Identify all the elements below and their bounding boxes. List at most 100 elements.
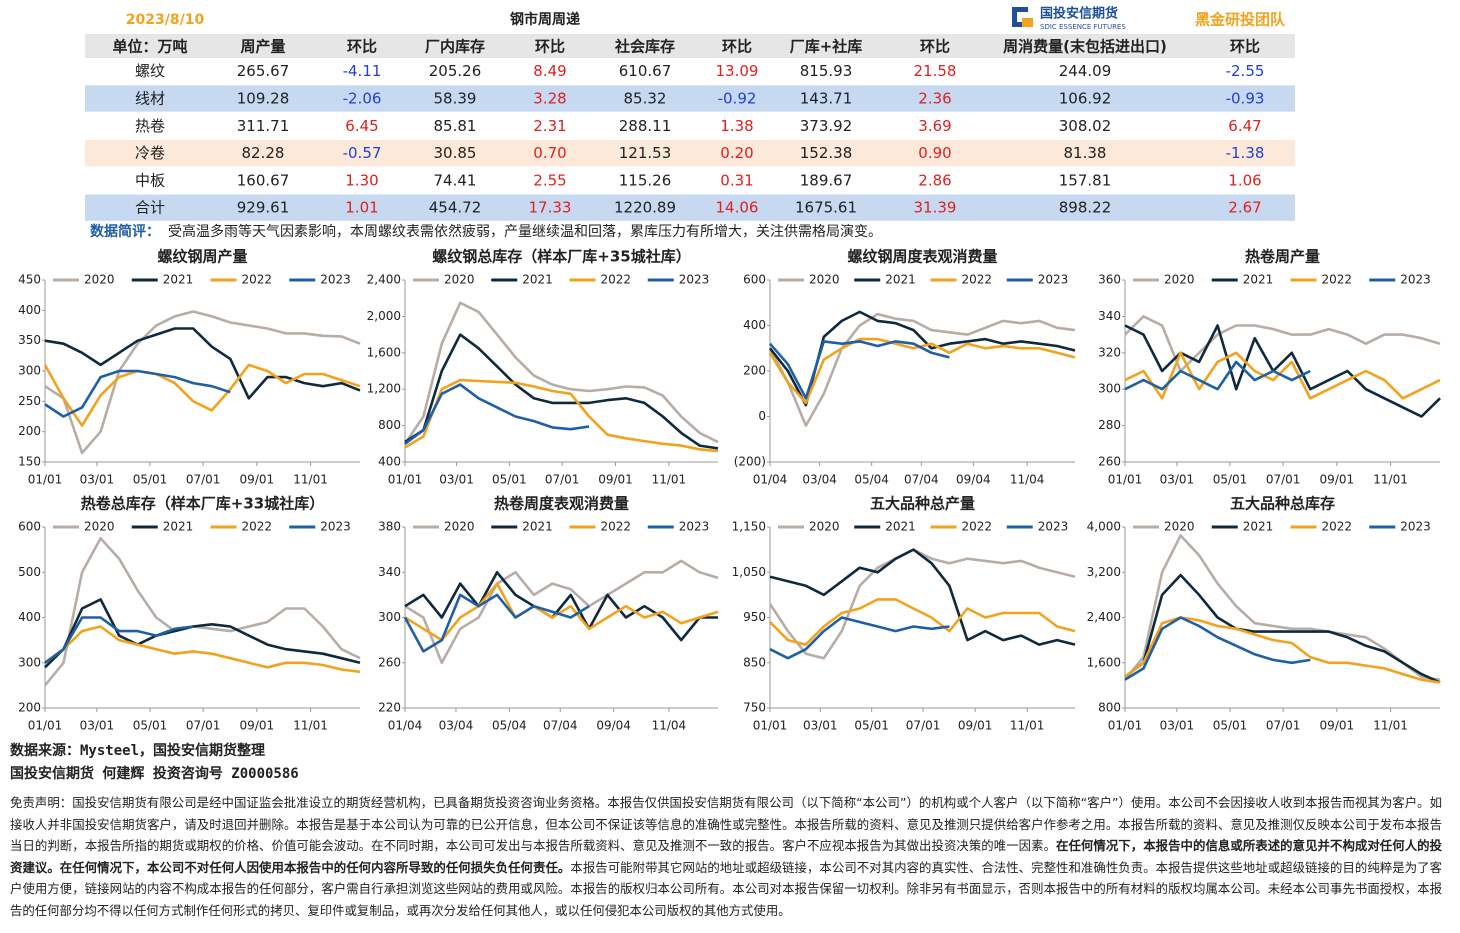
legend-label: 2021	[522, 520, 553, 534]
table-header: 单位：万吨	[112, 38, 187, 56]
x-tick-label: 11/04	[652, 719, 687, 733]
table-row-bg	[85, 139, 1295, 167]
logo-mark	[1022, 18, 1033, 27]
table-cell: 0.31	[720, 171, 753, 189]
x-tick-label: 05/01	[492, 473, 527, 487]
table-row-bg	[85, 112, 1295, 139]
series-line	[44, 598, 361, 669]
x-tick-label: 05/04	[492, 719, 527, 733]
chart-title: 螺纹钢周度表观消费量	[847, 248, 997, 266]
series-line	[403, 593, 590, 653]
y-tick-label: 150	[18, 455, 41, 469]
table-cell: 311.71	[237, 117, 290, 135]
table-cell: 74.41	[434, 171, 477, 189]
x-tick-label: 11/01	[652, 473, 687, 487]
legend-label: 2021	[885, 520, 916, 534]
table-cell: 螺纹	[135, 62, 165, 80]
table-header: 周产量	[240, 38, 285, 56]
table-cell: 0.20	[720, 144, 753, 162]
series-line	[44, 369, 231, 418]
table-cell: 157.81	[1059, 171, 1112, 189]
y-tick-label: 260	[1098, 455, 1121, 469]
table-header: 环比	[535, 38, 565, 56]
table-cell: 85.32	[624, 89, 667, 107]
table-cell: 31.39	[914, 199, 957, 217]
x-tick-label: 05/01	[133, 719, 168, 733]
series-line	[768, 337, 1076, 405]
y-tick-label: 600	[743, 273, 766, 287]
table-header: 厂库+社库	[790, 38, 863, 56]
legend-label: 2020	[84, 273, 115, 287]
report: 2023/8/10 钢市周周递 国投安信期货 SDIC ESSENCE FUTU…	[10, 6, 1441, 782]
y-tick-label: 360	[1098, 273, 1121, 287]
legend-label: 2020	[444, 273, 475, 287]
legend-label: 2020	[809, 520, 840, 534]
table-cell: 1220.89	[614, 199, 676, 217]
table-cell: 热卷	[135, 117, 165, 135]
table-header: 环比	[920, 38, 950, 56]
table-cell: 17.33	[529, 199, 572, 217]
table-cell: 中板	[135, 171, 165, 189]
chart-title: 螺纹钢周产量	[157, 248, 247, 266]
series-line	[1124, 351, 1441, 400]
table-cell: 244.09	[1059, 62, 1112, 80]
y-tick-label: 320	[1098, 345, 1121, 359]
legend-label: 2023	[1038, 520, 1069, 534]
source-line: 数据来源：Mysteel，国投安信期货整理	[10, 742, 265, 759]
report-date: 2023/8/10	[126, 12, 205, 28]
table-cell: 30.85	[434, 144, 477, 162]
table-cell: 14.06	[716, 199, 759, 217]
x-tick-label: 05/01	[133, 473, 168, 487]
disclaimer-text: 本报告可能附带其它网站的地址或超级链接，本公司不对其内容的真实性、合法性、完整性…	[10, 859, 1443, 918]
y-tick-label: 1,600	[367, 345, 401, 359]
x-tick-label: 11/01	[1373, 719, 1408, 733]
series-line	[404, 383, 590, 445]
x-tick-label: 09/04	[596, 719, 631, 733]
logo-name: 国投安信期货	[1040, 6, 1118, 22]
x-tick-label: 09/01	[1320, 719, 1355, 733]
logo-en: SDIC ESSENCE FUTURES	[1040, 23, 1126, 31]
table-cell: 82.28	[242, 144, 285, 162]
table-row-bg	[85, 194, 1295, 221]
table-cell: 2.86	[918, 171, 951, 189]
table-header: 环比	[347, 38, 377, 56]
x-tick-label: 09/01	[240, 719, 275, 733]
table-cell: 189.67	[800, 171, 853, 189]
y-tick-label: 1,150	[732, 520, 766, 534]
legend-label: 2023	[1400, 520, 1431, 534]
x-tick-label: 05/04	[854, 473, 889, 487]
y-tick-label: (200)	[734, 455, 766, 469]
table-cell: 1675.61	[795, 199, 857, 217]
table-cell: 3.69	[918, 117, 951, 135]
legend-label: 2023	[679, 520, 710, 534]
chart-title: 螺纹钢总库存（样本厂库+35城社库）	[432, 248, 690, 266]
y-tick-label: 500	[18, 565, 41, 579]
x-tick-label: 05/01	[1213, 473, 1248, 487]
table-cell: 85.81	[434, 117, 477, 135]
series-line	[403, 301, 719, 445]
series-line	[404, 559, 719, 665]
table-cell: 0.70	[533, 144, 566, 162]
table-cell: 58.39	[434, 89, 477, 107]
x-tick-label: 07/01	[186, 473, 221, 487]
table-header-bg	[85, 34, 1295, 58]
table-cell: 21.58	[914, 62, 957, 80]
legend-label: 2023	[1400, 273, 1431, 287]
table-cell: 1.06	[1228, 171, 1261, 189]
table-header: 周消费量(末包括进出口)	[1003, 38, 1167, 56]
comment-label: 数据简评：	[90, 223, 160, 240]
source-line: 国投安信期货 何建辉 投资咨询号 Z0000586	[10, 765, 299, 782]
x-tick-label: 01/01	[388, 473, 423, 487]
y-tick-label: 200	[18, 701, 41, 715]
y-tick-label: 1,200	[367, 382, 401, 396]
y-tick-label: 950	[743, 610, 766, 624]
y-tick-label: 200	[18, 424, 41, 438]
table-cell: 115.26	[619, 171, 672, 189]
x-tick-label: 03/04	[802, 473, 837, 487]
y-tick-label: 300	[18, 655, 41, 669]
x-tick-label: 07/01	[1266, 719, 1301, 733]
table-cell: 6.47	[1228, 117, 1261, 135]
y-tick-label: 260	[378, 655, 401, 669]
y-tick-label: 300	[18, 364, 41, 378]
y-tick-label: 300	[378, 610, 401, 624]
